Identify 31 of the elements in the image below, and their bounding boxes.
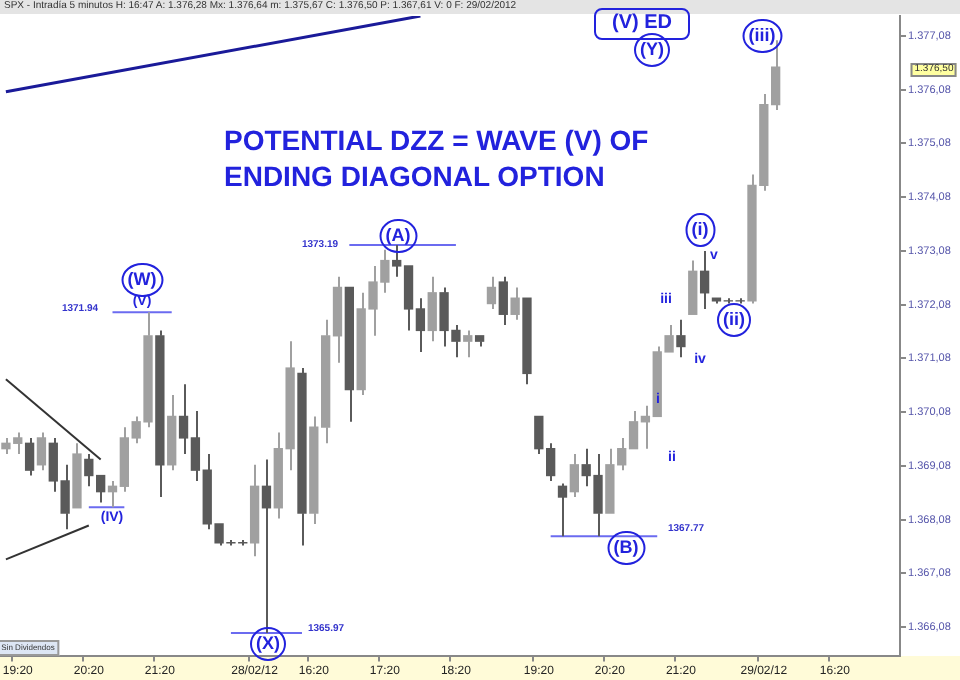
candlestick <box>249 463 260 558</box>
candlestick <box>486 275 497 310</box>
annotation: (B) <box>607 531 645 565</box>
annotation: (X) <box>250 627 286 661</box>
candlestick <box>297 367 307 547</box>
annotation: (A) <box>379 219 417 253</box>
candlestick <box>557 482 568 538</box>
candlestick <box>498 275 508 327</box>
candlestick <box>510 286 520 321</box>
candlestick <box>24 436 35 477</box>
candlestick <box>522 297 532 386</box>
annotation: (i) <box>685 213 715 247</box>
candlestick <box>676 318 686 359</box>
candlestick <box>344 286 354 423</box>
candlestick <box>474 335 485 348</box>
annotation: POTENTIAL DZZ = WAVE (V) OF ENDING DIAGONAL OPTION <box>224 124 651 194</box>
candlestick <box>427 275 437 343</box>
candlestick <box>36 431 47 472</box>
annotation: (Y) <box>634 33 670 67</box>
candlestick <box>688 259 698 315</box>
annotation: (iii) <box>742 19 782 53</box>
annotation: (W) <box>121 263 163 297</box>
candlestick <box>167 393 177 472</box>
candlestick <box>155 329 165 499</box>
candlestick <box>699 249 710 310</box>
annotation: (ii) <box>717 303 751 337</box>
candlestick <box>72 442 82 509</box>
candlestick <box>463 329 473 359</box>
candlestick <box>569 453 579 499</box>
annotation: (V) ED <box>594 8 690 40</box>
candlestick <box>261 458 272 635</box>
